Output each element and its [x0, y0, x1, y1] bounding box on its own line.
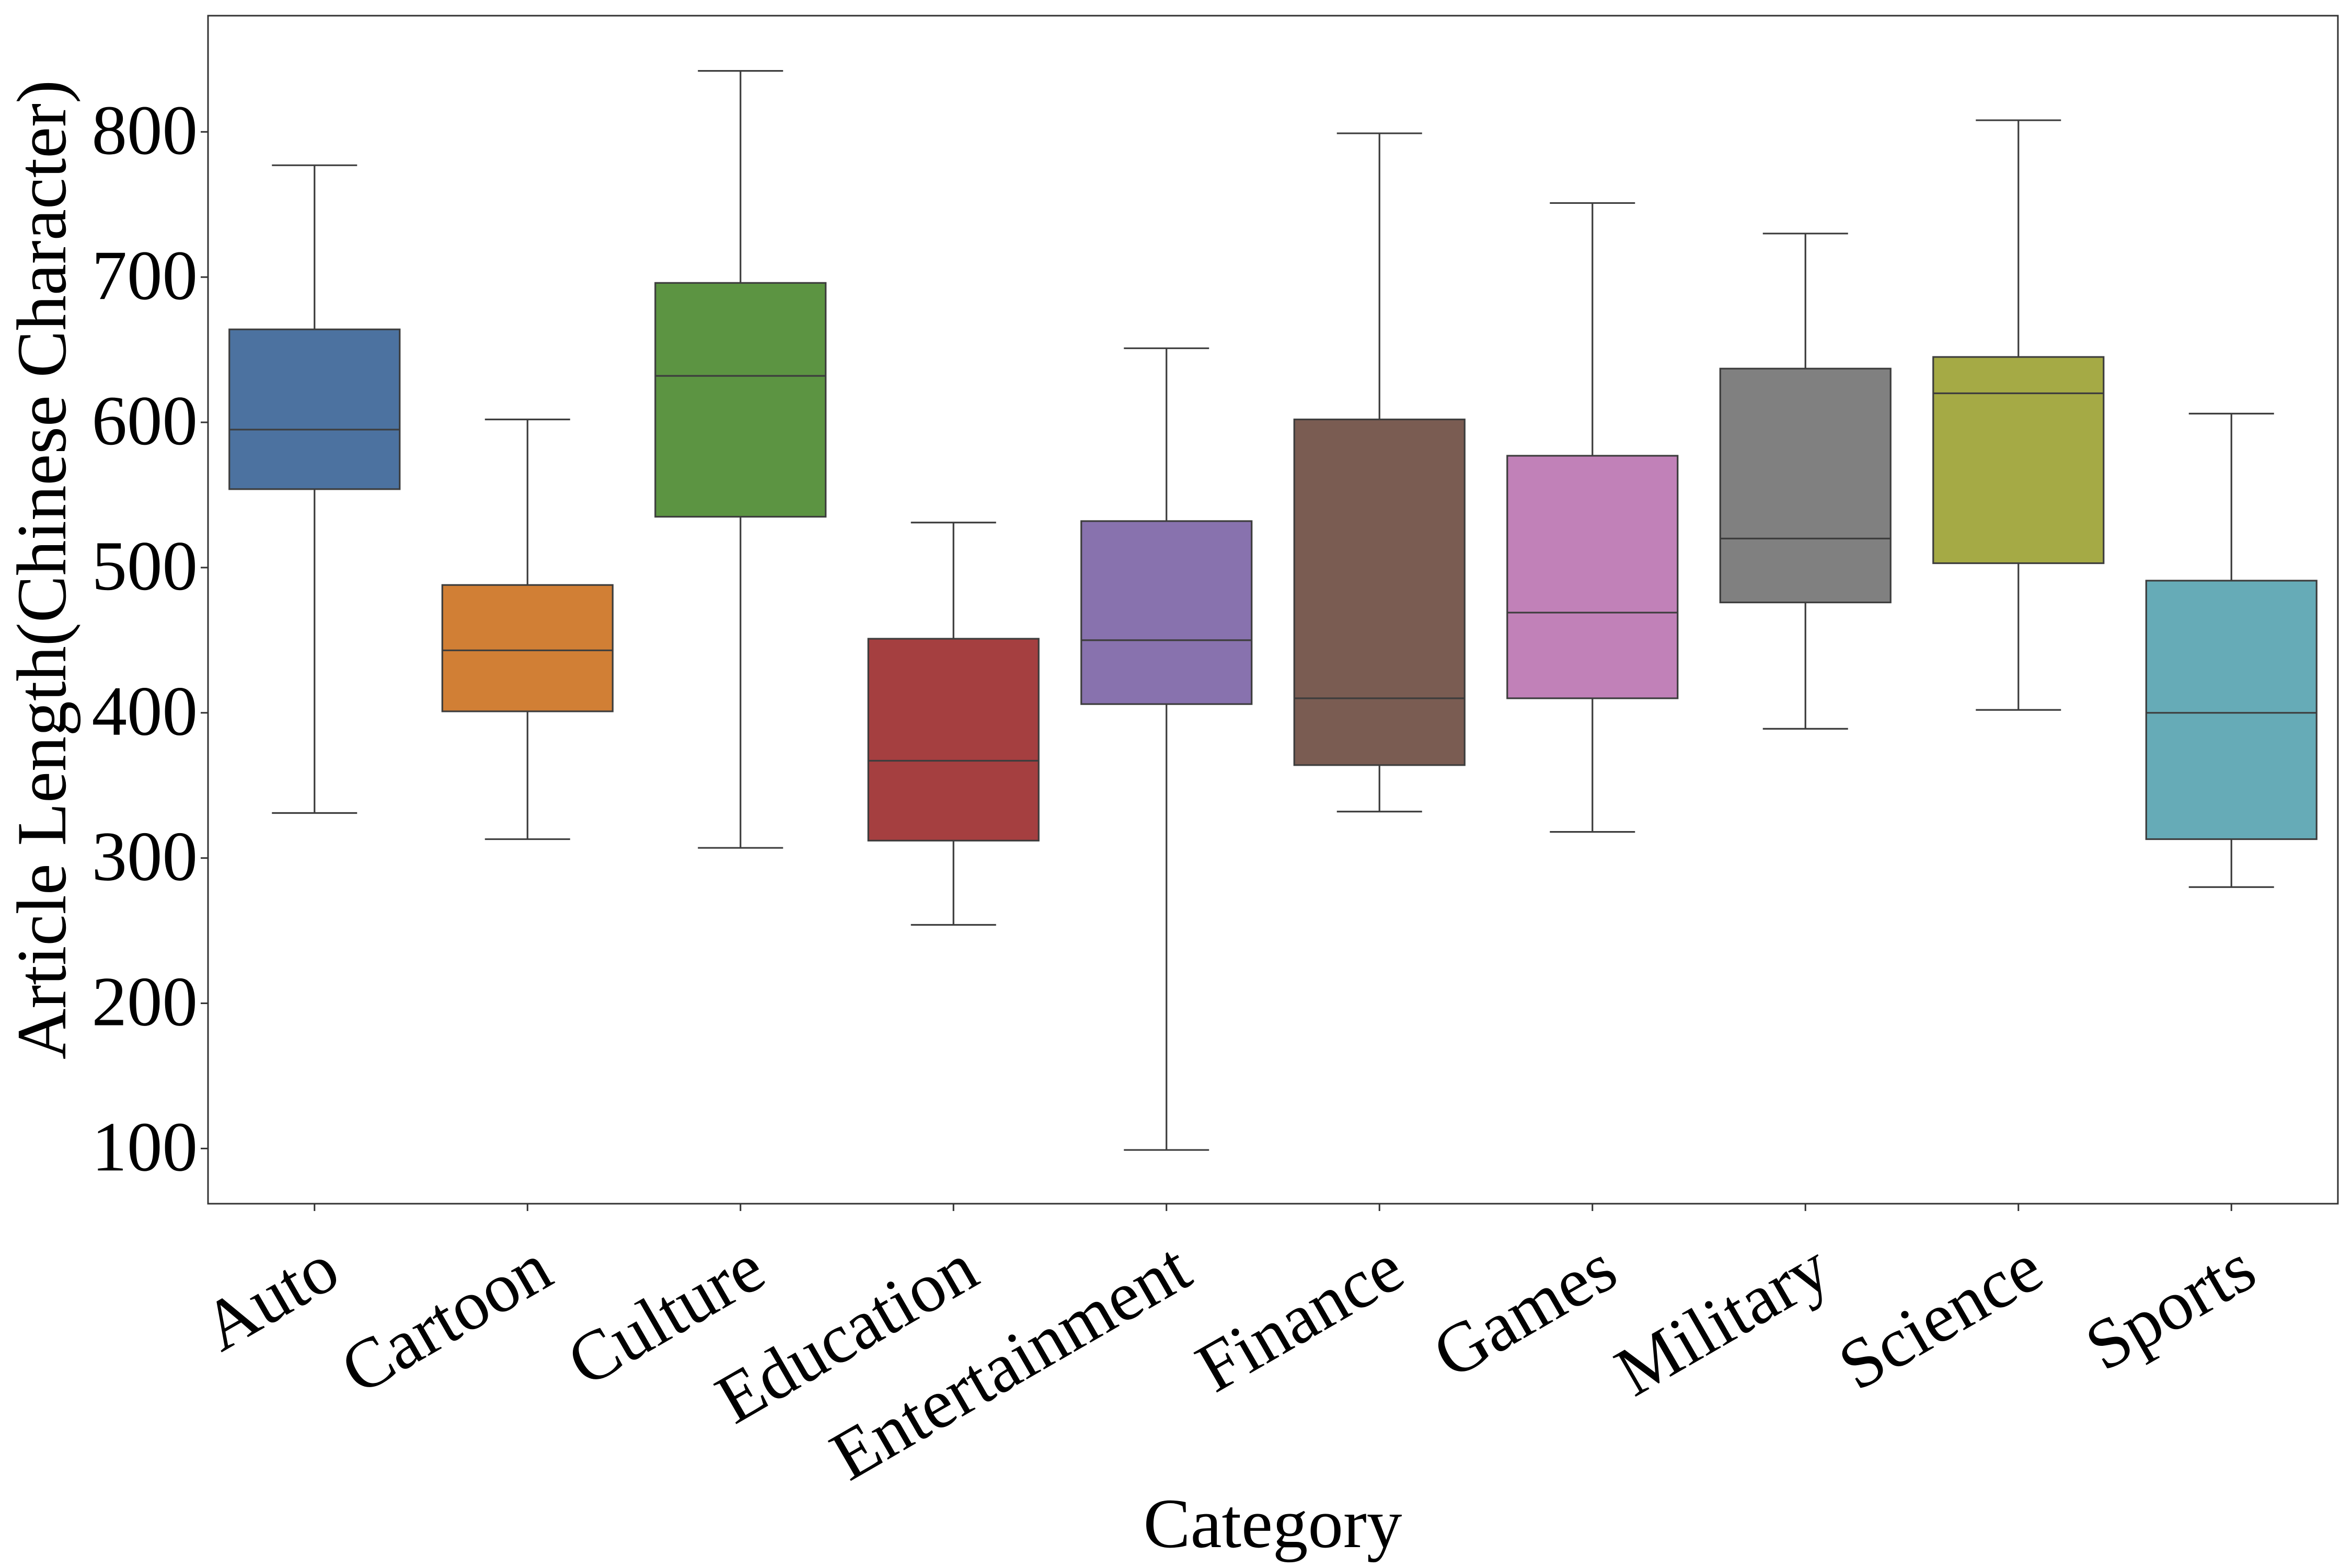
iqr-box: [1080, 520, 1253, 705]
y-tick-label: 100: [92, 1108, 198, 1186]
iqr-box: [2145, 580, 2318, 840]
iqr-box: [441, 584, 614, 712]
box-cartoon: [441, 418, 614, 840]
iqr-box: [654, 282, 827, 518]
iqr-box: [228, 328, 401, 490]
iqr-box: [1293, 418, 1466, 766]
y-axis-label: Article Length(Chinese Character): [3, 80, 81, 1059]
box-science: [1932, 119, 2105, 711]
y-tick-label: 300: [92, 818, 198, 896]
box-auto: [228, 164, 401, 814]
iqr-box: [1506, 455, 1679, 699]
box-games: [1506, 202, 1679, 833]
box-military: [1719, 233, 1892, 730]
y-tick-label: 700: [92, 237, 198, 315]
plot-area: [207, 15, 2339, 1205]
box-culture: [654, 70, 827, 849]
box-entertainment: [1080, 347, 1253, 1151]
box-education: [867, 522, 1040, 926]
iqr-box: [1932, 356, 2105, 564]
iqr-box: [867, 638, 1040, 841]
y-axis: 100 200 300 400 500 600 700 800: [92, 91, 208, 1186]
iqr-box: [1719, 367, 1892, 604]
plot-frame: [207, 15, 2339, 1205]
y-tick-label: 200: [92, 963, 198, 1041]
y-tick-label: 800: [92, 91, 198, 169]
y-tick-label: 500: [92, 527, 198, 605]
box-sports: [2145, 412, 2318, 888]
y-tick-label: 400: [92, 673, 198, 751]
x-axis-label: Category: [1144, 1485, 1402, 1563]
y-tick-label: 600: [92, 382, 198, 460]
box-finance: [1293, 132, 1466, 813]
